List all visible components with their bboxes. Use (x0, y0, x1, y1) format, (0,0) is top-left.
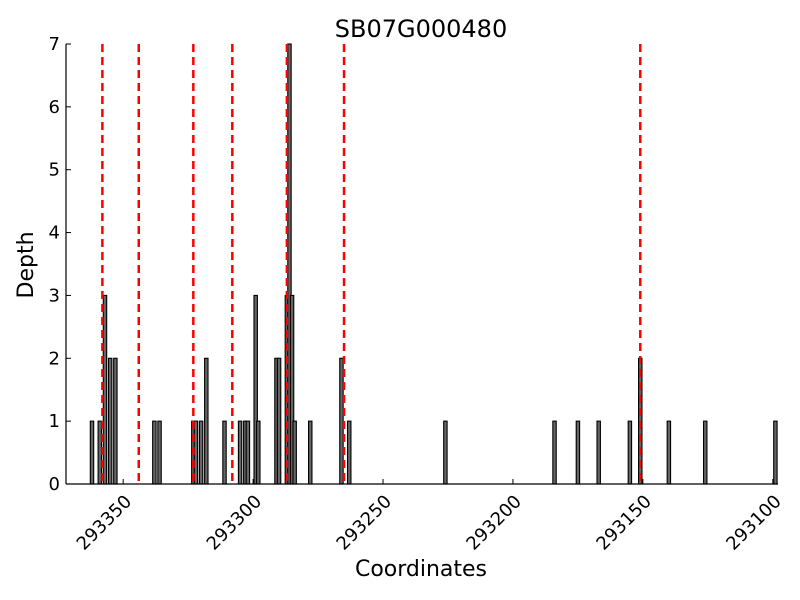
bar (193, 420, 199, 485)
markers-group (101, 44, 642, 484)
bar (575, 420, 581, 485)
bar (113, 357, 118, 485)
bar (308, 420, 313, 485)
x-tick-label: 293200 (462, 491, 525, 554)
x-tick-label: 293150 (592, 491, 655, 554)
x-ticks-group: 293350 293300 293250 293200 293150 293100 (73, 479, 786, 555)
bar (107, 357, 113, 485)
y-tick-label: 5 (49, 160, 60, 181)
y-tick-label: 1 (49, 411, 60, 432)
bar (346, 420, 352, 485)
x-tick-label: 293300 (203, 491, 266, 554)
bar (152, 420, 157, 485)
y-axis-label: Depth (14, 231, 39, 298)
bar (292, 420, 297, 485)
y-tick-label: 3 (49, 285, 60, 306)
y-tick-label: 0 (49, 474, 60, 495)
bar (666, 420, 672, 485)
bar (552, 420, 557, 485)
bar (773, 420, 778, 485)
x-tick-label: 293350 (73, 491, 136, 554)
x-tick-label: 293250 (333, 491, 396, 554)
bar (245, 420, 251, 485)
bar (237, 420, 243, 485)
y-tick-label: 7 (49, 34, 60, 55)
chart-title: SB07G000480 (335, 15, 507, 43)
bar (198, 420, 204, 485)
y-tick-label: 6 (49, 97, 60, 118)
x-tick-label: 293100 (722, 491, 785, 554)
bar (204, 357, 209, 485)
x-axis-label: Coordinates (355, 557, 487, 582)
bar (596, 420, 601, 485)
bar (276, 357, 282, 485)
bar (339, 357, 344, 485)
bar (256, 420, 261, 485)
bar (443, 420, 448, 485)
bar (89, 420, 95, 485)
y-tick-label: 2 (49, 348, 60, 369)
bar (157, 420, 162, 485)
bar (222, 420, 227, 485)
bars-group (89, 43, 778, 485)
bar (97, 420, 103, 485)
bar (102, 294, 108, 485)
axes-group (65, 44, 778, 485)
y-tick-label: 4 (49, 223, 60, 244)
bar (702, 420, 708, 485)
y-ticks-group: 0 1 2 3 4 5 6 7 (49, 34, 71, 495)
bar (627, 420, 633, 485)
